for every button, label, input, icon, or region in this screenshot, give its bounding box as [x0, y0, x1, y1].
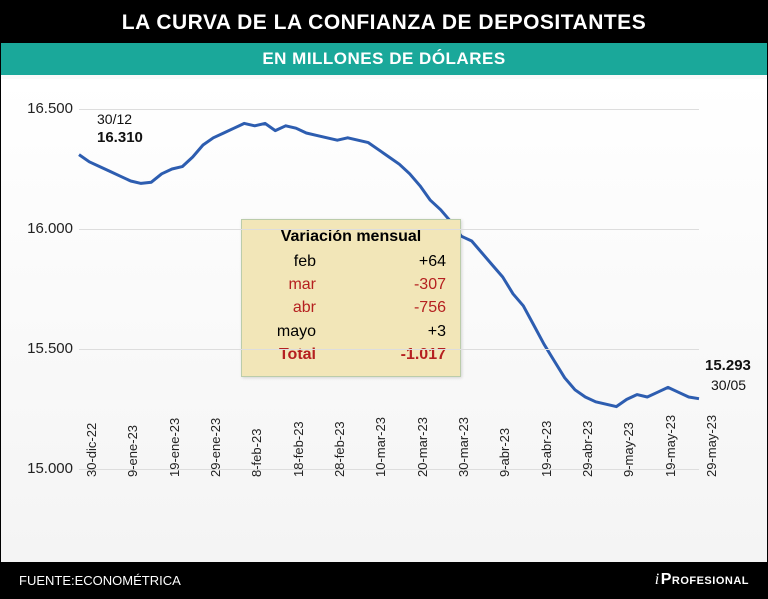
brand-i: i [655, 571, 660, 588]
variation-row: mayo +3 [256, 320, 446, 343]
variation-row-label: mayo [256, 320, 316, 343]
y-axis-label: 15.500 [1, 340, 73, 357]
variation-box: Variación mensual feb+64mar-307abr-756ma… [241, 219, 461, 377]
x-axis-label: 29-may-23 [704, 415, 768, 477]
gridline-h [79, 229, 699, 230]
variation-total-row: Total -1.017 [256, 343, 446, 366]
brand-rest: Profesional [661, 571, 749, 588]
y-axis-label: 16.500 [1, 100, 73, 117]
variation-box-title: Variación mensual [256, 228, 446, 246]
gridline-h [79, 109, 699, 110]
variation-row-label: feb [256, 250, 316, 273]
start-value-annotation: 16.310 [97, 129, 143, 146]
variation-total-value: -1.017 [394, 343, 446, 366]
gridline-h [79, 349, 699, 350]
footer-bar: FUENTE:ECONOMÉTRICA iProfesional [1, 562, 767, 598]
y-axis-label: 15.000 [1, 460, 73, 477]
subtitle-bar: EN MILLONES DE DÓLARES [1, 43, 767, 75]
y-axis-label: 16.000 [1, 220, 73, 237]
variation-row: mar -307 [256, 273, 446, 296]
variation-row-value: +3 [394, 320, 446, 343]
chart-area: 30/12 16.310 15.293 30/05 Variación mens… [1, 79, 767, 562]
variation-row-label: abr [256, 296, 316, 319]
end-value-annotation: 15.293 [705, 357, 751, 374]
start-date-annotation: 30/12 [97, 111, 132, 127]
variation-row: feb +64 [256, 250, 446, 273]
brand-logo: iProfesional [655, 571, 749, 589]
title-bar: LA CURVA DE LA CONFIANZA DE DEPOSITANTES [1, 1, 767, 43]
end-date-annotation: 30/05 [711, 377, 746, 393]
variation-total-label: Total [256, 343, 316, 366]
variation-row-value: +64 [394, 250, 446, 273]
source-label: FUENTE:ECONOMÉTRICA [19, 573, 181, 588]
variation-row: abr -756 [256, 296, 446, 319]
chart-frame: LA CURVA DE LA CONFIANZA DE DEPOSITANTES… [0, 0, 768, 599]
variation-row-value: -307 [394, 273, 446, 296]
variation-row-value: -756 [394, 296, 446, 319]
variation-rows: feb +64 mar -307 abr -756 mayo +3 [256, 250, 446, 343]
variation-row-label: mar [256, 273, 316, 296]
